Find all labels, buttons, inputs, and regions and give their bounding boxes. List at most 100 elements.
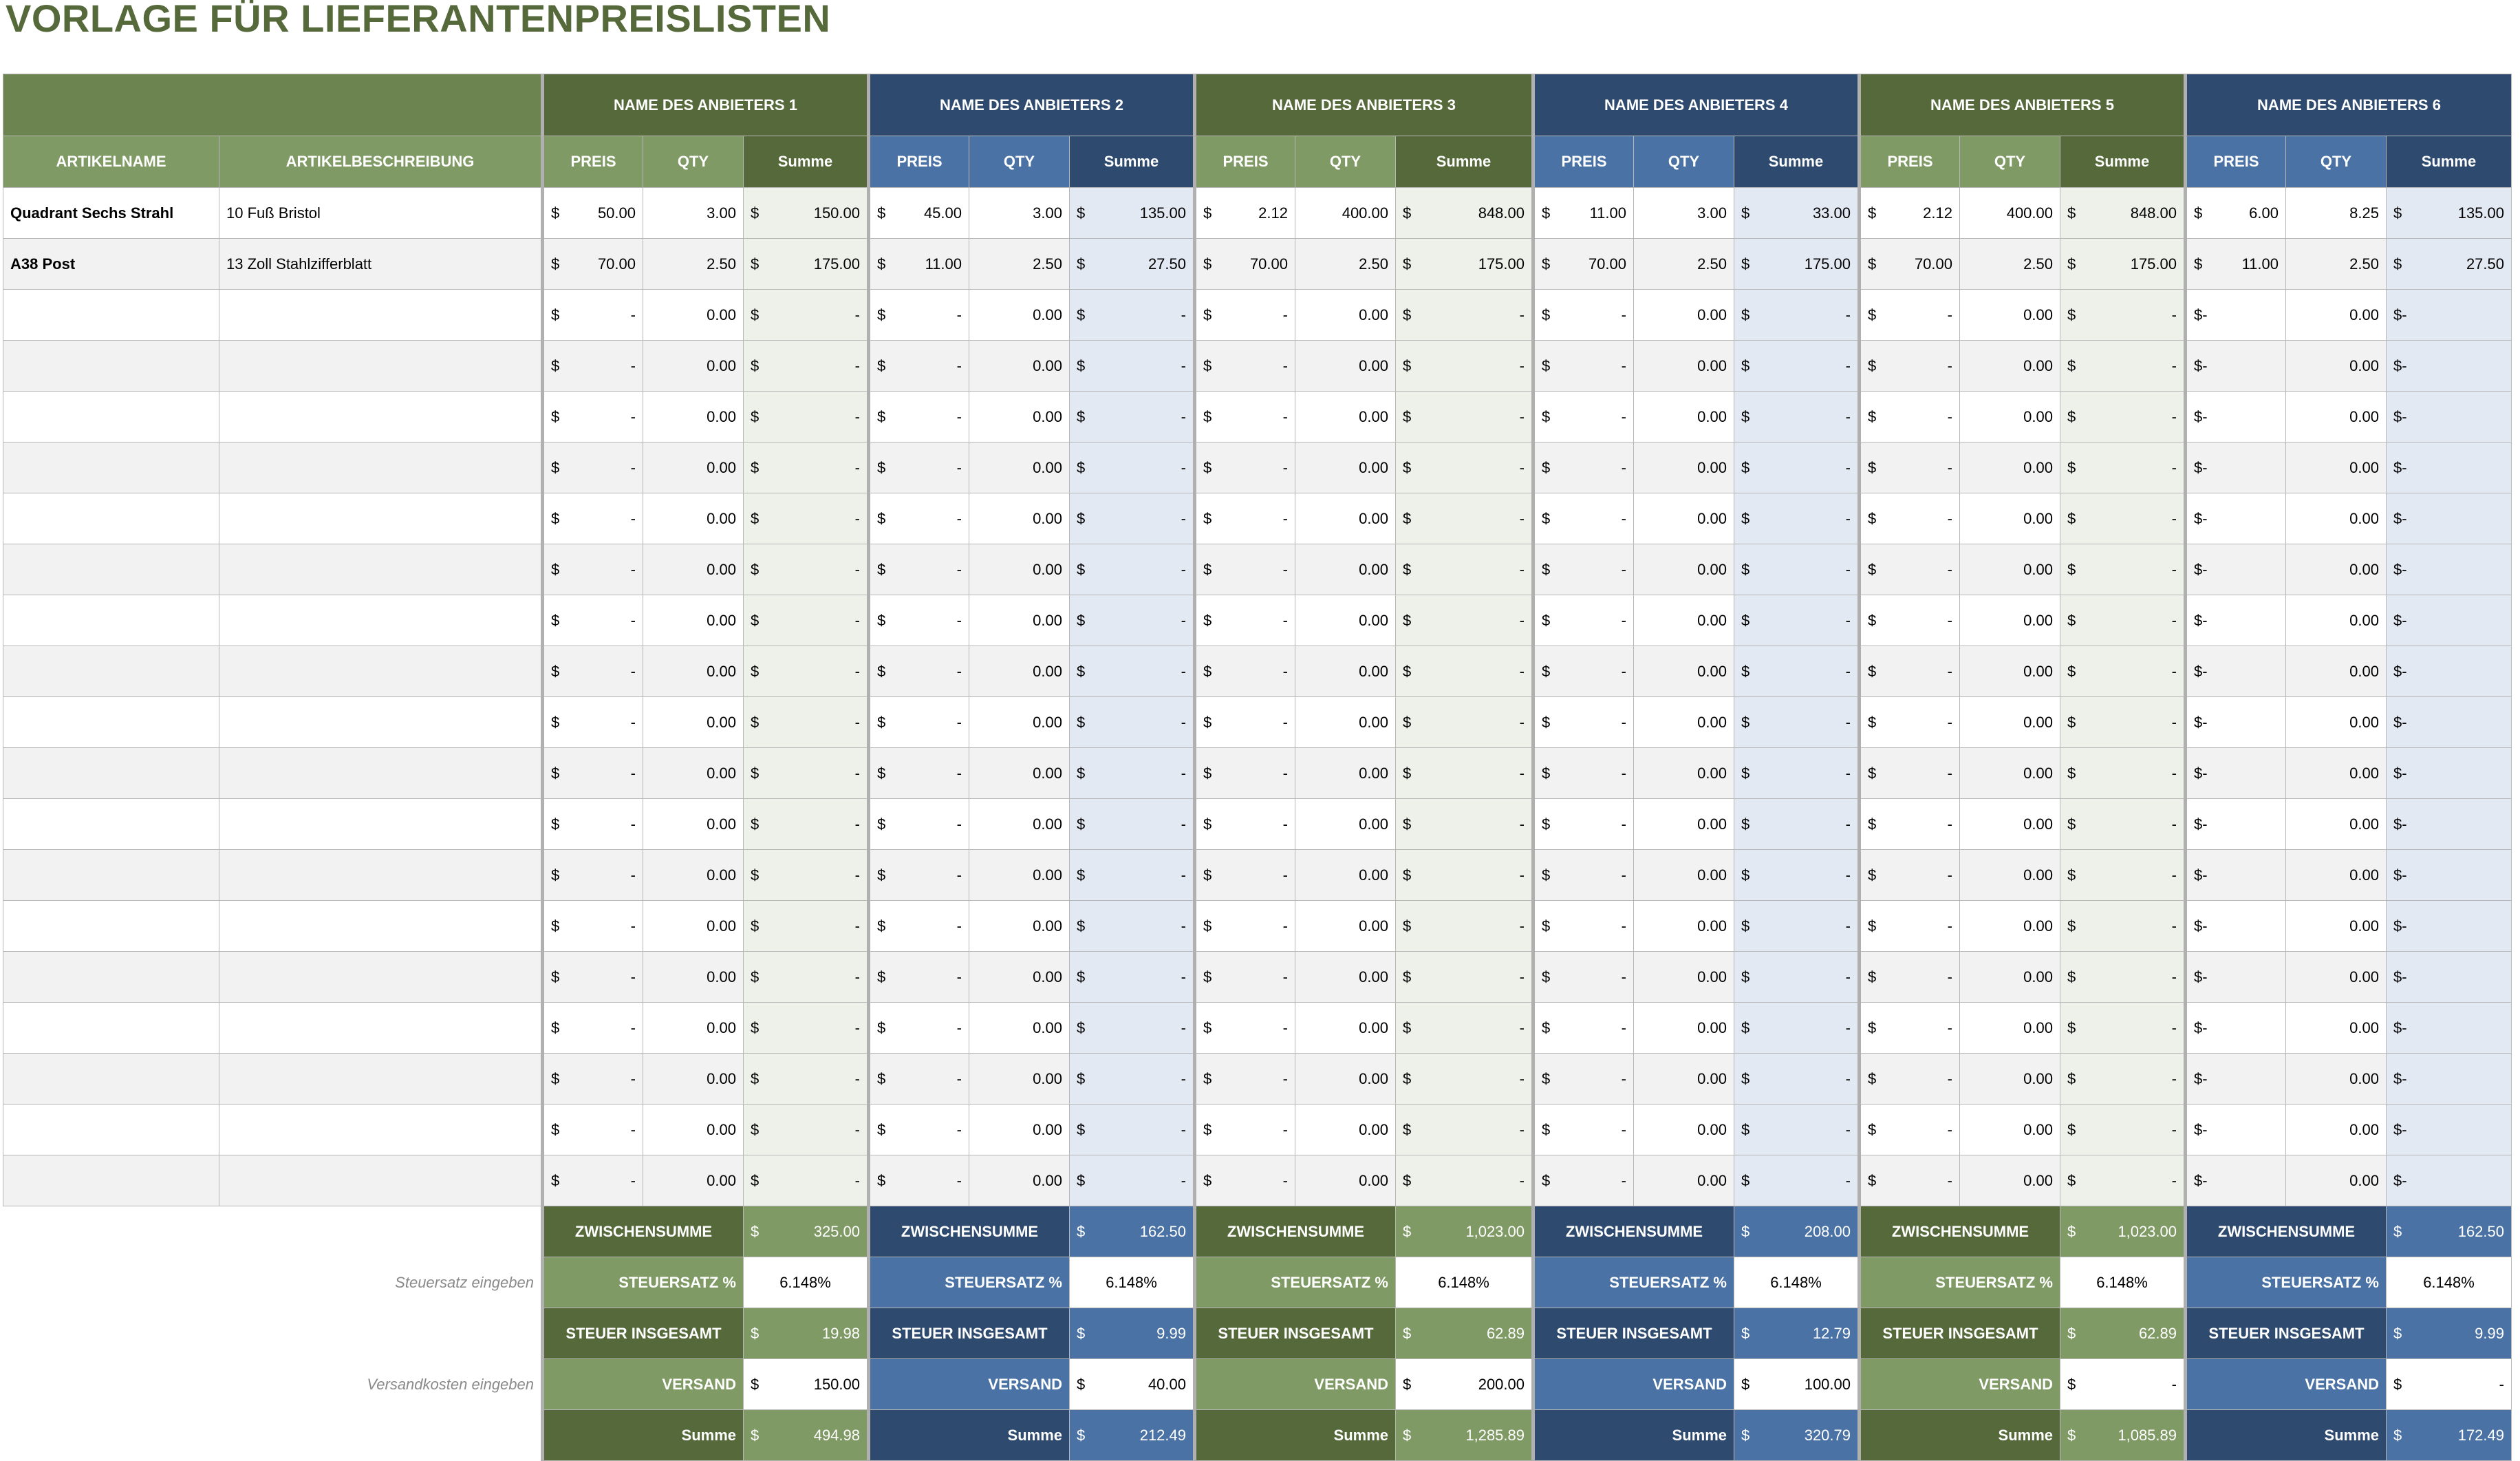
- price-cell[interactable]: $-: [867, 391, 969, 442]
- qty-cell[interactable]: 400.00: [1295, 187, 1396, 239]
- price-cell[interactable]: $-: [541, 646, 643, 697]
- price-cell[interactable]: $-: [1193, 747, 1295, 799]
- qty-cell[interactable]: 0.00: [1959, 1155, 2060, 1206]
- price-cell[interactable]: $11.00: [867, 238, 969, 290]
- qty-cell[interactable]: 0.00: [1633, 1104, 1734, 1155]
- price-cell[interactable]: $70.00: [541, 238, 643, 290]
- qty-cell[interactable]: 0.00: [969, 544, 1070, 595]
- price-cell[interactable]: $-: [1531, 289, 1634, 341]
- price-cell[interactable]: $-: [1857, 391, 1960, 442]
- qty-cell[interactable]: 3.00: [643, 187, 744, 239]
- price-cell[interactable]: $-: [867, 493, 969, 544]
- item-desc-cell[interactable]: 10 Fuß Bristol: [219, 187, 543, 239]
- qty-cell[interactable]: 0.00: [2285, 1002, 2387, 1054]
- qty-cell[interactable]: 0.00: [969, 1053, 1070, 1105]
- qty-cell[interactable]: 0.00: [643, 849, 744, 901]
- qty-cell[interactable]: 0.00: [2285, 696, 2387, 748]
- item-desc-cell[interactable]: [219, 595, 543, 646]
- tax-rate-input[interactable]: 6.148%: [1395, 1257, 1533, 1308]
- qty-cell[interactable]: 0.00: [1959, 849, 2060, 901]
- price-cell[interactable]: $-: [1857, 1155, 1960, 1206]
- item-desc-cell[interactable]: [219, 798, 543, 850]
- qty-cell[interactable]: 0.00: [969, 442, 1070, 493]
- qty-cell[interactable]: 0.00: [1295, 493, 1396, 544]
- item-desc-cell[interactable]: [219, 1002, 543, 1054]
- qty-cell[interactable]: 0.00: [969, 849, 1070, 901]
- qty-cell[interactable]: 0.00: [1959, 646, 2060, 697]
- price-cell[interactable]: $-: [1531, 951, 1634, 1003]
- price-cell[interactable]: $2.12: [1857, 187, 1960, 239]
- qty-cell[interactable]: 0.00: [1633, 1155, 1734, 1206]
- price-cell[interactable]: $-: [2184, 544, 2286, 595]
- item-name-cell[interactable]: [3, 646, 219, 697]
- qty-cell[interactable]: 0.00: [1633, 340, 1734, 392]
- item-name-cell[interactable]: [3, 340, 219, 392]
- price-cell[interactable]: $-: [1531, 391, 1634, 442]
- price-cell[interactable]: $-: [2184, 1155, 2286, 1206]
- total-value-shipping[interactable]: $ -: [2060, 1358, 2186, 1410]
- qty-cell[interactable]: 0.00: [1959, 1104, 2060, 1155]
- qty-cell[interactable]: 0.00: [2285, 1155, 2387, 1206]
- qty-cell[interactable]: 0.00: [1633, 900, 1734, 952]
- qty-cell[interactable]: 3.00: [1633, 187, 1734, 239]
- price-cell[interactable]: $-: [1193, 1155, 1295, 1206]
- qty-cell[interactable]: 0.00: [643, 798, 744, 850]
- qty-cell[interactable]: 0.00: [2285, 289, 2387, 341]
- price-cell[interactable]: $-: [541, 1002, 643, 1054]
- total-value-shipping[interactable]: $40.00: [1069, 1358, 1195, 1410]
- price-cell[interactable]: $-: [541, 849, 643, 901]
- qty-cell[interactable]: 0.00: [643, 1053, 744, 1105]
- qty-cell[interactable]: 0.00: [1295, 900, 1396, 952]
- price-cell[interactable]: $-: [1193, 442, 1295, 493]
- total-value-shipping[interactable]: $150.00: [743, 1358, 869, 1410]
- qty-cell[interactable]: 0.00: [1959, 442, 2060, 493]
- qty-cell[interactable]: 400.00: [1959, 187, 2060, 239]
- tax-rate-input[interactable]: 6.148%: [743, 1257, 869, 1308]
- qty-cell[interactable]: 0.00: [1633, 696, 1734, 748]
- price-cell[interactable]: $-: [1857, 544, 1960, 595]
- price-cell[interactable]: $-: [867, 1155, 969, 1206]
- price-cell[interactable]: $11.00: [1531, 187, 1634, 239]
- qty-cell[interactable]: 0.00: [643, 1002, 744, 1054]
- qty-cell[interactable]: 0.00: [2285, 951, 2387, 1003]
- price-cell[interactable]: $-: [867, 951, 969, 1003]
- qty-cell[interactable]: 0.00: [1959, 595, 2060, 646]
- qty-cell[interactable]: 0.00: [969, 1002, 1070, 1054]
- price-cell[interactable]: $-: [541, 1053, 643, 1105]
- price-cell[interactable]: $-: [1531, 595, 1634, 646]
- qty-cell[interactable]: 0.00: [1633, 493, 1734, 544]
- price-cell[interactable]: $-: [867, 595, 969, 646]
- qty-cell[interactable]: 0.00: [1633, 849, 1734, 901]
- price-cell[interactable]: $-: [1531, 544, 1634, 595]
- price-cell[interactable]: $-: [1193, 696, 1295, 748]
- qty-cell[interactable]: 0.00: [1633, 798, 1734, 850]
- qty-cell[interactable]: 0.00: [969, 289, 1070, 341]
- qty-cell[interactable]: 0.00: [1295, 951, 1396, 1003]
- price-cell[interactable]: $-: [1193, 493, 1295, 544]
- qty-cell[interactable]: 2.50: [969, 238, 1070, 290]
- total-value-shipping[interactable]: $100.00: [1734, 1358, 1860, 1410]
- price-cell[interactable]: $-: [541, 747, 643, 799]
- item-desc-cell[interactable]: [219, 289, 543, 341]
- qty-cell[interactable]: 3.00: [969, 187, 1070, 239]
- price-cell[interactable]: $2.12: [1193, 187, 1295, 239]
- qty-cell[interactable]: 0.00: [969, 646, 1070, 697]
- item-name-cell[interactable]: [3, 1104, 219, 1155]
- price-cell[interactable]: $-: [1193, 900, 1295, 952]
- qty-cell[interactable]: 0.00: [1959, 493, 2060, 544]
- qty-cell[interactable]: 2.50: [2285, 238, 2387, 290]
- qty-cell[interactable]: 0.00: [969, 900, 1070, 952]
- qty-cell[interactable]: 0.00: [1295, 1002, 1396, 1054]
- price-cell[interactable]: $-: [1531, 798, 1634, 850]
- qty-cell[interactable]: 0.00: [1959, 391, 2060, 442]
- qty-cell[interactable]: 0.00: [1959, 1053, 2060, 1105]
- qty-cell[interactable]: 0.00: [643, 340, 744, 392]
- price-cell[interactable]: $-: [867, 1104, 969, 1155]
- price-cell[interactable]: $70.00: [1531, 238, 1634, 290]
- qty-cell[interactable]: 0.00: [1295, 1155, 1396, 1206]
- price-cell[interactable]: $-: [541, 289, 643, 341]
- price-cell[interactable]: $-: [2184, 1002, 2286, 1054]
- qty-cell[interactable]: 0.00: [1295, 391, 1396, 442]
- price-cell[interactable]: $-: [1857, 747, 1960, 799]
- vendor-name-4[interactable]: NAME DES ANBIETERS 4: [1531, 74, 1860, 136]
